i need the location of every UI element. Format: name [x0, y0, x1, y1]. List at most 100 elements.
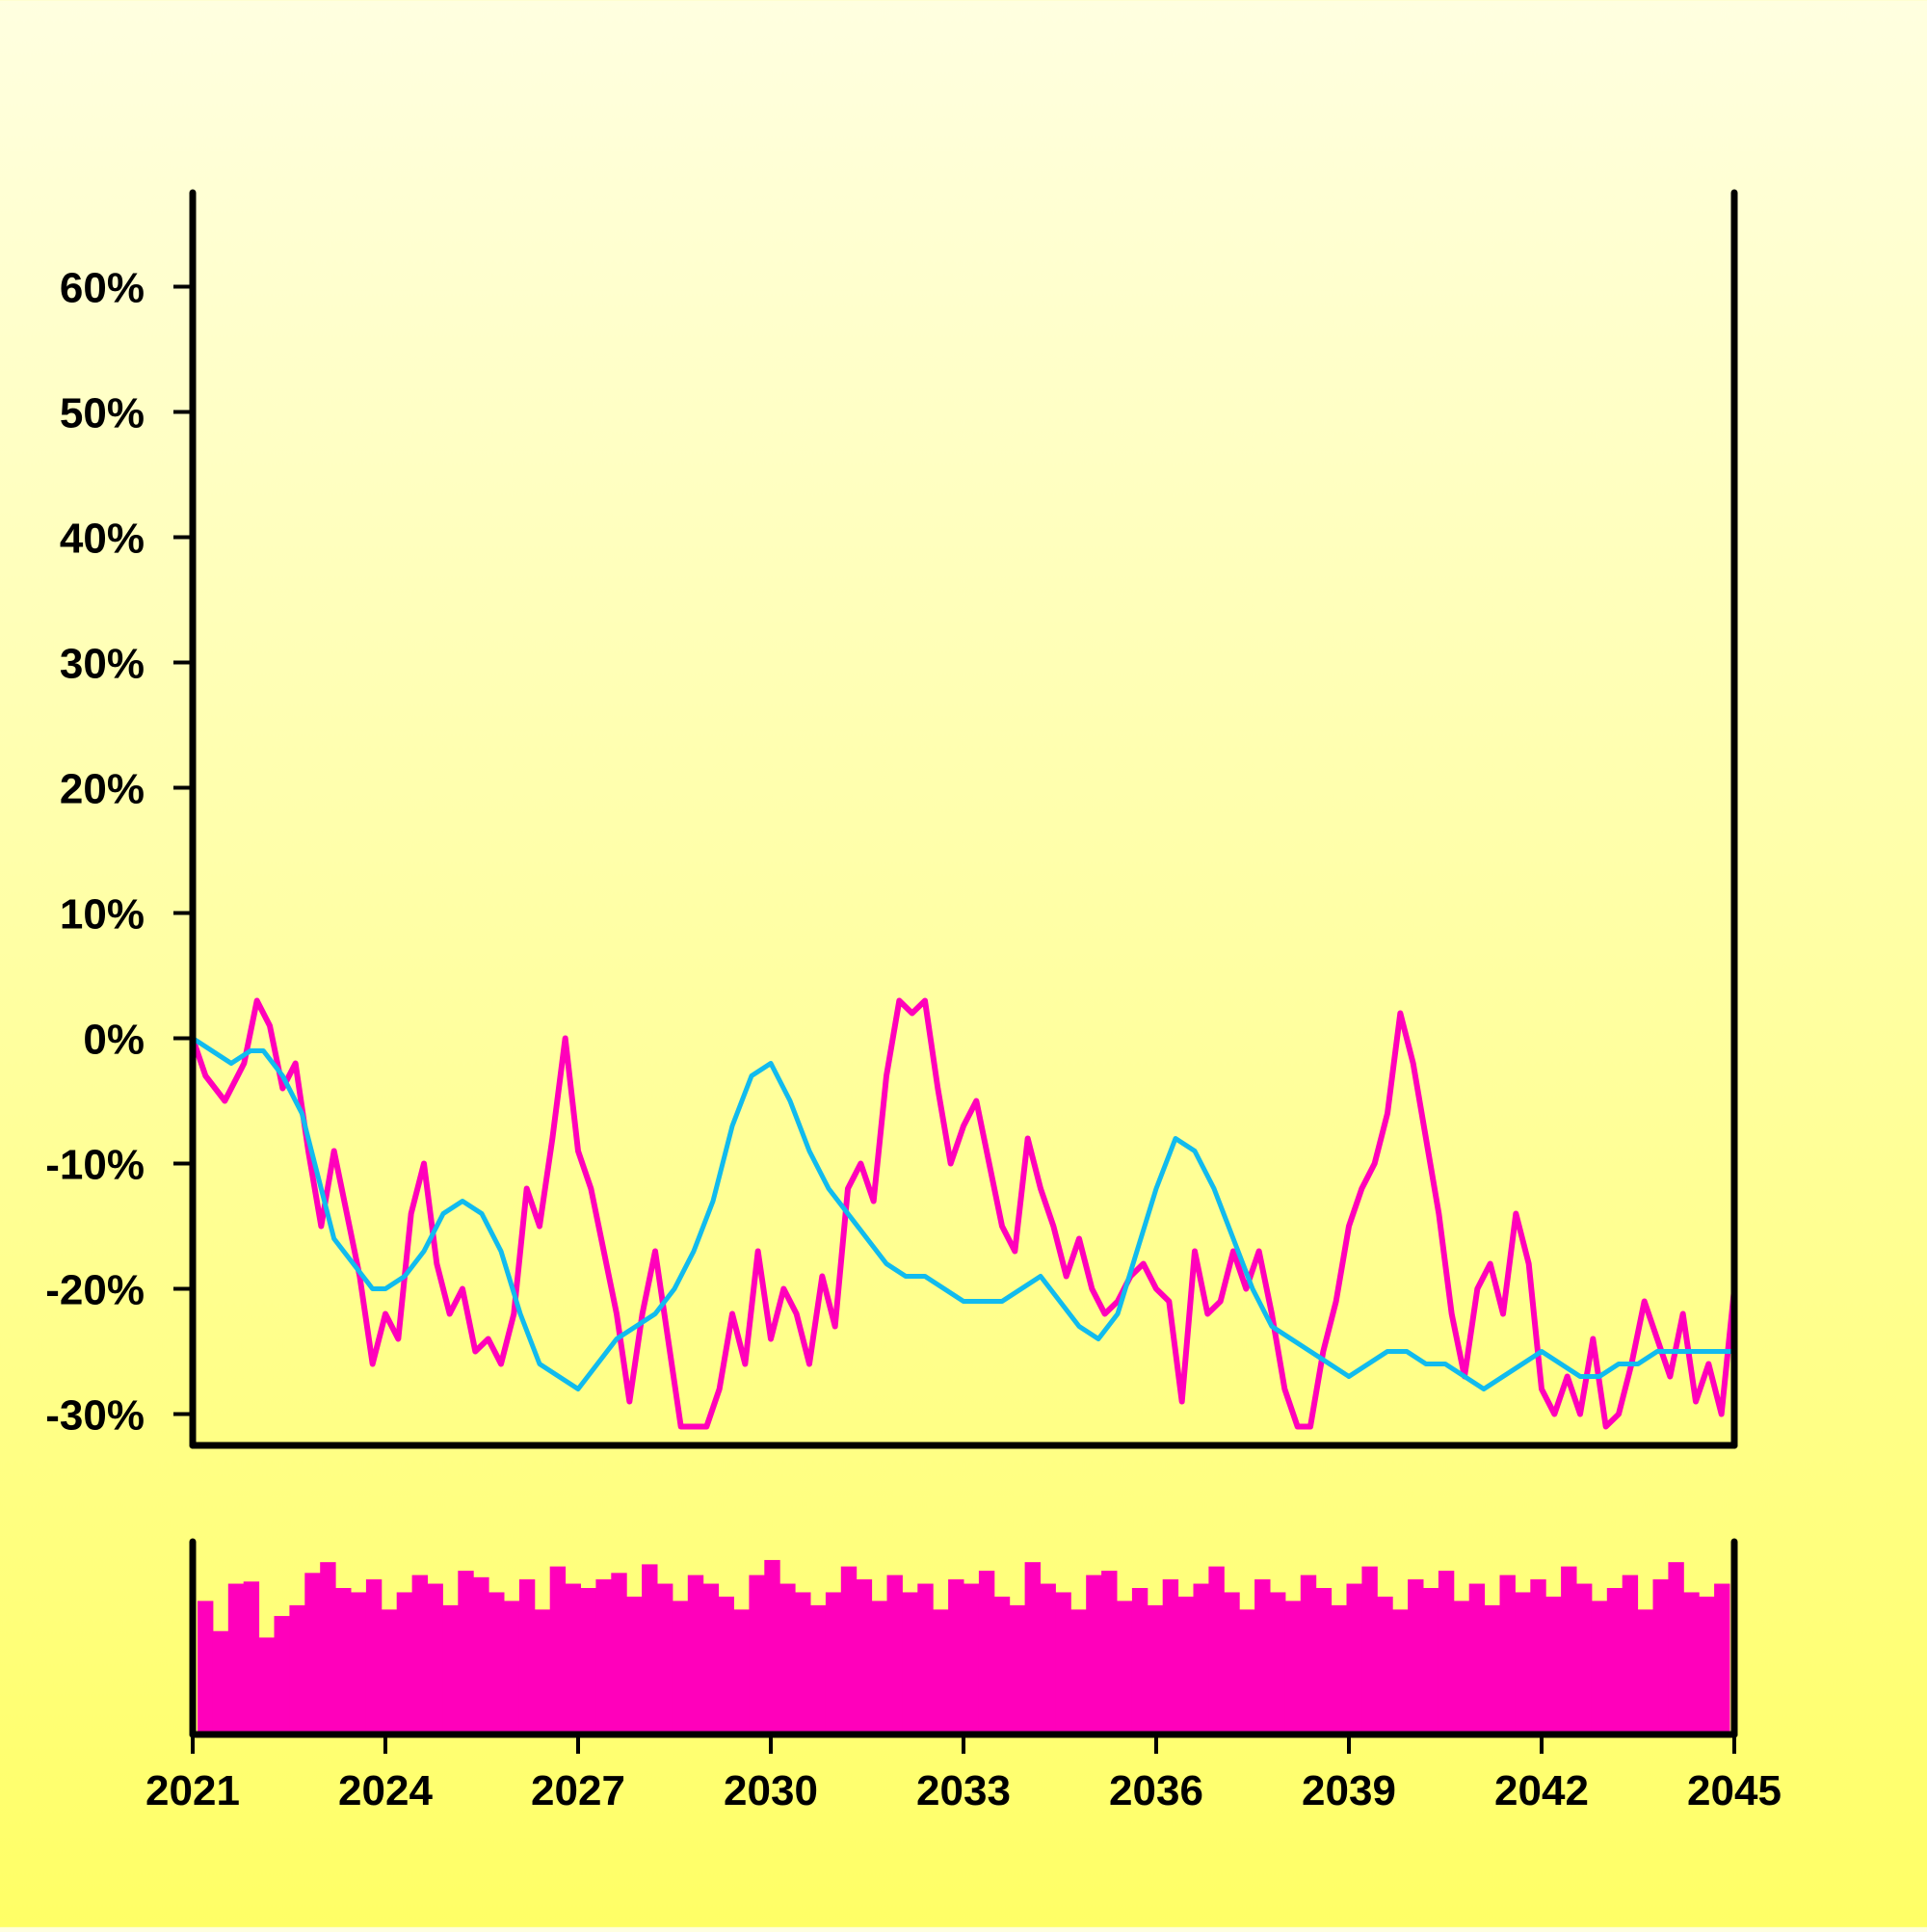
volume-bar: [1131, 1588, 1148, 1734]
volume-bar: [764, 1559, 780, 1734]
volume-bar: [411, 1575, 428, 1734]
volume-bar: [917, 1583, 934, 1734]
volume-bar: [993, 1596, 1011, 1734]
y-tick-label: 40%: [60, 516, 145, 563]
volume-bar: [1284, 1601, 1302, 1734]
volume-bar: [212, 1630, 229, 1734]
y-tick-label: 30%: [60, 641, 145, 688]
volume-bar: [978, 1571, 995, 1734]
volume-bar: [1147, 1604, 1164, 1734]
volume-bar: [1392, 1609, 1409, 1734]
volume-bar: [518, 1579, 536, 1734]
volume-bar: [274, 1616, 290, 1734]
volume-bar: [1070, 1609, 1087, 1734]
volume-bar: [1484, 1604, 1500, 1734]
volume-bar: [810, 1604, 827, 1734]
volume-bar: [825, 1592, 842, 1734]
volume-bar: [642, 1564, 658, 1734]
volume-bar: [258, 1637, 275, 1734]
volume-bar: [1530, 1579, 1546, 1734]
volume-bar: [198, 1601, 214, 1734]
volume-bar: [1637, 1609, 1653, 1734]
volume-bar: [1408, 1579, 1424, 1734]
volume-bar: [458, 1571, 474, 1734]
y-tick-label: 20%: [60, 766, 145, 813]
y-tick-label: 60%: [60, 265, 145, 312]
volume-bar: [718, 1596, 734, 1734]
x-tick-label: 2036: [1109, 1767, 1203, 1814]
volume-bar: [565, 1583, 581, 1734]
y-tick-label: 10%: [60, 891, 145, 939]
volume-bar: [1024, 1562, 1041, 1734]
volume-bar: [657, 1583, 673, 1734]
volume-bar: [1331, 1604, 1347, 1734]
volume-bar: [749, 1575, 765, 1734]
volume-bar: [1300, 1575, 1317, 1734]
volume-bar: [1040, 1583, 1056, 1734]
volume-bar: [1315, 1588, 1333, 1734]
volume-bar: [1055, 1592, 1071, 1734]
y-axis-ticks: 60% 50% 40% 30% 20% 10% 0% -10% -20% -30%: [45, 265, 193, 1440]
volume-bar: [243, 1581, 260, 1734]
y-tick-label: -30%: [45, 1392, 145, 1440]
volume-bar: [902, 1592, 918, 1734]
volume-bar: [396, 1592, 413, 1734]
volume-bar: [1239, 1609, 1255, 1734]
volume-bar: [1162, 1579, 1179, 1734]
volume-bar: [381, 1609, 398, 1734]
y-tick-label: 0%: [83, 1017, 145, 1064]
volume-bar: [351, 1592, 367, 1734]
volume-bar: [702, 1583, 720, 1734]
volume-bar: [1208, 1566, 1225, 1734]
volume-bar: [504, 1601, 520, 1734]
volume-bar: [1652, 1579, 1669, 1734]
volume-bar: [488, 1592, 505, 1734]
series-line-main: [190, 997, 1737, 1430]
volume-bar: [626, 1596, 643, 1734]
volume-bar: [1606, 1588, 1623, 1734]
volume-bar: [871, 1601, 887, 1734]
volume-bar: [1545, 1596, 1562, 1734]
volume-bar: [227, 1583, 245, 1734]
x-axis-ticks: 2021 2024 2027 2030 2033 2036 2039 2042 2045: [145, 1734, 1782, 1814]
volume-bar: [1699, 1596, 1715, 1734]
volume-bar: [442, 1604, 459, 1734]
volume-bar: [1086, 1575, 1102, 1734]
volume-bar: [1714, 1583, 1730, 1734]
volume-bar: [733, 1609, 750, 1734]
volume-bar: [1009, 1604, 1026, 1734]
volume-bar: [795, 1592, 811, 1734]
volume-bar: [779, 1583, 796, 1734]
x-tick-label: 2039: [1302, 1767, 1396, 1814]
volume-bar: [365, 1579, 383, 1734]
volume-bar: [1101, 1571, 1118, 1734]
volume-bar: [320, 1562, 336, 1734]
volume-bar: [580, 1588, 596, 1734]
volume-bar: [1668, 1562, 1684, 1734]
volume-bar: [1453, 1601, 1470, 1734]
volume-bar: [1591, 1601, 1608, 1734]
volume-bar: [1561, 1566, 1577, 1734]
volume-bar: [1423, 1588, 1439, 1734]
volume-bar: [1117, 1601, 1133, 1734]
volume-bar: [611, 1573, 627, 1734]
volume-bar: [1224, 1592, 1240, 1734]
volume-bar: [1438, 1571, 1455, 1734]
volume-bar: [289, 1604, 305, 1734]
volume-bar: [549, 1566, 567, 1734]
volume-bar: [948, 1579, 964, 1734]
volume-bar: [1361, 1566, 1378, 1734]
volume-bar: [304, 1573, 321, 1734]
volume-bar: [1193, 1583, 1209, 1734]
volume-bar: [1254, 1579, 1271, 1734]
volume-bar: [335, 1588, 352, 1734]
series-line-smooth: [190, 1036, 1737, 1391]
main-panel: [189, 189, 1738, 1449]
volume-bar: [534, 1609, 551, 1734]
volume-bar: [1622, 1575, 1639, 1734]
x-tick-label: 2030: [724, 1767, 818, 1814]
x-tick-label: 2024: [338, 1767, 433, 1814]
x-tick-label: 2033: [916, 1767, 1011, 1814]
